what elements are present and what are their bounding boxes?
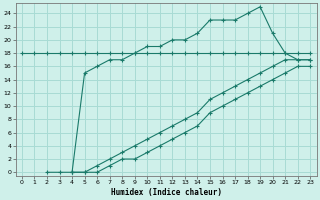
- X-axis label: Humidex (Indice chaleur): Humidex (Indice chaleur): [111, 188, 221, 197]
